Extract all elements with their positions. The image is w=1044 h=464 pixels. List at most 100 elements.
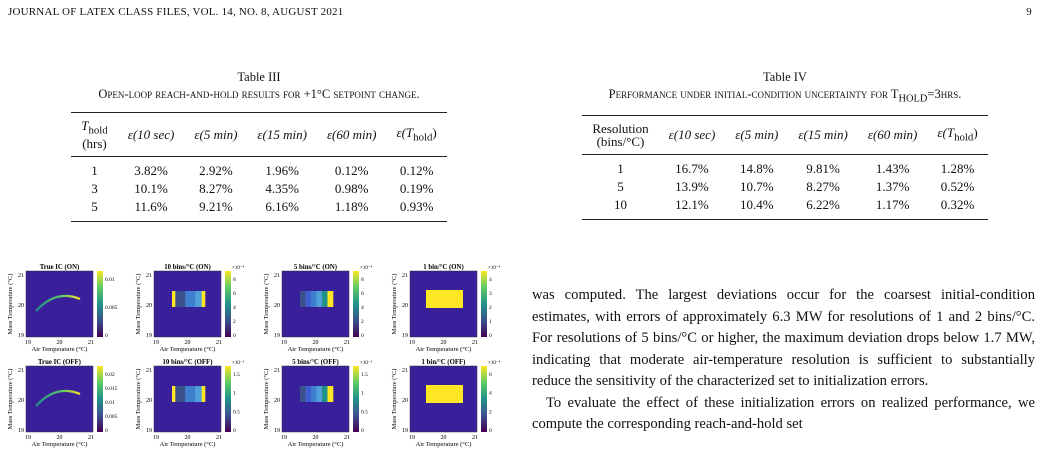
colorbar-tick-label: 0 <box>105 333 108 339</box>
table-4-cell: 1.17% <box>875 196 910 212</box>
colorbar-tick-label: 0.5 <box>361 409 368 415</box>
bin-cell <box>311 291 317 307</box>
colorbar-tick-label: 4 <box>489 391 492 397</box>
y-tick-label: 19 <box>146 428 152 434</box>
table-3-col: ε(10 sec) <box>127 126 175 142</box>
colorbar-tick-label: 4 <box>233 305 236 311</box>
x-tick-label: 21 <box>216 435 222 441</box>
panel-title: True IC (OFF) <box>38 359 81 366</box>
running-header: JOURNAL OF LATEX CLASS FILES, VOL. 14, N… <box>8 6 344 18</box>
x-tick-label: 21 <box>472 340 478 346</box>
table-4-cell: 1.43% <box>875 160 910 176</box>
table-4-cell: 16.7% <box>675 160 709 176</box>
table-4-cell: 0.52% <box>940 178 975 194</box>
x-tick-label: 20 <box>185 435 191 441</box>
distribution-curve <box>35 389 81 407</box>
bin-block <box>426 290 463 308</box>
bin-cell <box>185 386 189 402</box>
table-4-cell: 1.37% <box>875 178 910 194</box>
bin-cell <box>188 291 193 307</box>
bin-cell <box>198 291 202 307</box>
table-4-header-row: Resolution (bins/°C) ε(10 sec) ε(5 min) ε… <box>582 115 988 155</box>
x-tick-label: 19 <box>409 340 415 346</box>
x-tick-label: 20 <box>185 340 191 346</box>
colorbar-tick-label: 0 <box>233 428 236 434</box>
y-tick-label: 19 <box>18 333 24 339</box>
bin-cell <box>191 291 196 307</box>
table-4-cell: 1 <box>617 160 624 176</box>
y-axis-label: Mass Temperature (°C) <box>135 274 142 335</box>
table-4-cell: 5 <box>617 178 624 194</box>
colorbar-tick-label: 6 <box>361 291 364 297</box>
table-4-cell: 10.4% <box>740 196 774 212</box>
bin-cell <box>195 386 199 402</box>
table-4-col: ε(60 min) <box>867 127 918 143</box>
table-4-cell: 8.27% <box>806 178 840 194</box>
table-3-cell: 9.21% <box>199 198 233 214</box>
colorbar-tick-label: 1.5 <box>361 372 368 378</box>
heatmap-panel: Mass Temperature (°C) 10 bins/°C (ON) 19 20… <box>132 262 260 357</box>
x-tick-label: 19 <box>153 435 159 441</box>
colorbar-tick-label: 1 <box>489 319 492 325</box>
bin-cell <box>175 291 179 307</box>
y-axis-label: Mass Temperature (°C) <box>7 369 14 430</box>
y-tick-label: 21 <box>402 368 408 374</box>
x-axis-label: Air Temperature (°C) <box>32 346 88 353</box>
x-tick-label: 21 <box>344 340 350 346</box>
y-axis-label: Mass Temperature (°C) <box>263 274 270 335</box>
panel-title: 10 bins/°C (ON) <box>164 264 211 271</box>
table-3-cell: 5 <box>91 198 98 214</box>
table-3-cell: 0.12% <box>399 162 434 178</box>
table-3-row: 3 10.1% 8.27% 4.35% 0.98% 0.19% <box>71 180 447 198</box>
panel-title: 1 bin/°C (OFF) <box>422 359 466 366</box>
table-3-cell: 2.92% <box>199 162 233 178</box>
x-tick-label: 19 <box>153 340 159 346</box>
colorbar <box>97 271 103 337</box>
table-3: Thold (hrs) ε(10 sec) ε(5 min) ε(15 min)… <box>71 112 447 222</box>
table-3-cell: 0.93% <box>399 198 434 214</box>
colorbar <box>481 366 487 432</box>
y-axis-label: Mass Temperature (°C) <box>391 274 398 335</box>
y-tick-label: 21 <box>402 273 408 279</box>
table-3-row: 5 11.6% 9.21% 6.16% 1.18% 0.93% <box>71 198 447 222</box>
y-axis-label: Mass Temperature (°C) <box>263 369 270 430</box>
colorbar <box>97 366 103 432</box>
y-tick-label: 20 <box>402 303 408 309</box>
bin-cell <box>191 386 196 402</box>
bin-cell <box>327 386 334 402</box>
colorbar <box>481 271 487 337</box>
bin-cell <box>322 291 328 307</box>
colorbar-tick-label: 1.5 <box>233 372 240 378</box>
x-tick-label: 19 <box>281 340 287 346</box>
bin-cell <box>316 386 323 402</box>
x-axis-label: Air Temperature (°C) <box>160 441 216 448</box>
colorbar-tick-label: 0 <box>105 428 108 434</box>
bin-cell <box>181 386 186 402</box>
body-text: was computed. The largest deviations occ… <box>532 285 1035 436</box>
x-tick-label: 20 <box>57 435 63 441</box>
y-tick-label: 21 <box>274 273 280 279</box>
y-tick-label: 20 <box>18 303 24 309</box>
colorbar-tick-label: 0.02 <box>105 372 115 378</box>
bin-block <box>426 385 463 403</box>
table-3-col-thold: Thold (hrs) <box>81 118 108 151</box>
table-3-col: ε(Thold) <box>396 124 437 144</box>
table-3-cell: 3.82% <box>134 162 168 178</box>
bin-cell <box>300 291 306 307</box>
y-tick-label: 19 <box>402 428 408 434</box>
x-tick-label: 21 <box>472 435 478 441</box>
table-4-cell: 10 <box>613 196 627 212</box>
y-tick-label: 20 <box>402 398 408 404</box>
table-3-block: Table III Open-loop reach-and-hold resul… <box>14 70 504 222</box>
y-tick-label: 21 <box>146 368 152 374</box>
y-axis-label: Mass Temperature (°C) <box>391 369 398 430</box>
colorbar-tick-label: 0.005 <box>105 305 118 311</box>
colorbar-tick-label: 0 <box>489 333 492 339</box>
x-tick-label: 20 <box>57 340 63 346</box>
x-tick-label: 20 <box>441 340 447 346</box>
y-tick-label: 19 <box>402 333 408 339</box>
table-4-row: 1 16.7% 14.8% 9.81% 1.43% 1.28% <box>582 154 987 178</box>
bin-cell <box>181 291 186 307</box>
colorbar-tick-label: 0 <box>361 428 364 434</box>
x-tick-label: 19 <box>281 435 287 441</box>
